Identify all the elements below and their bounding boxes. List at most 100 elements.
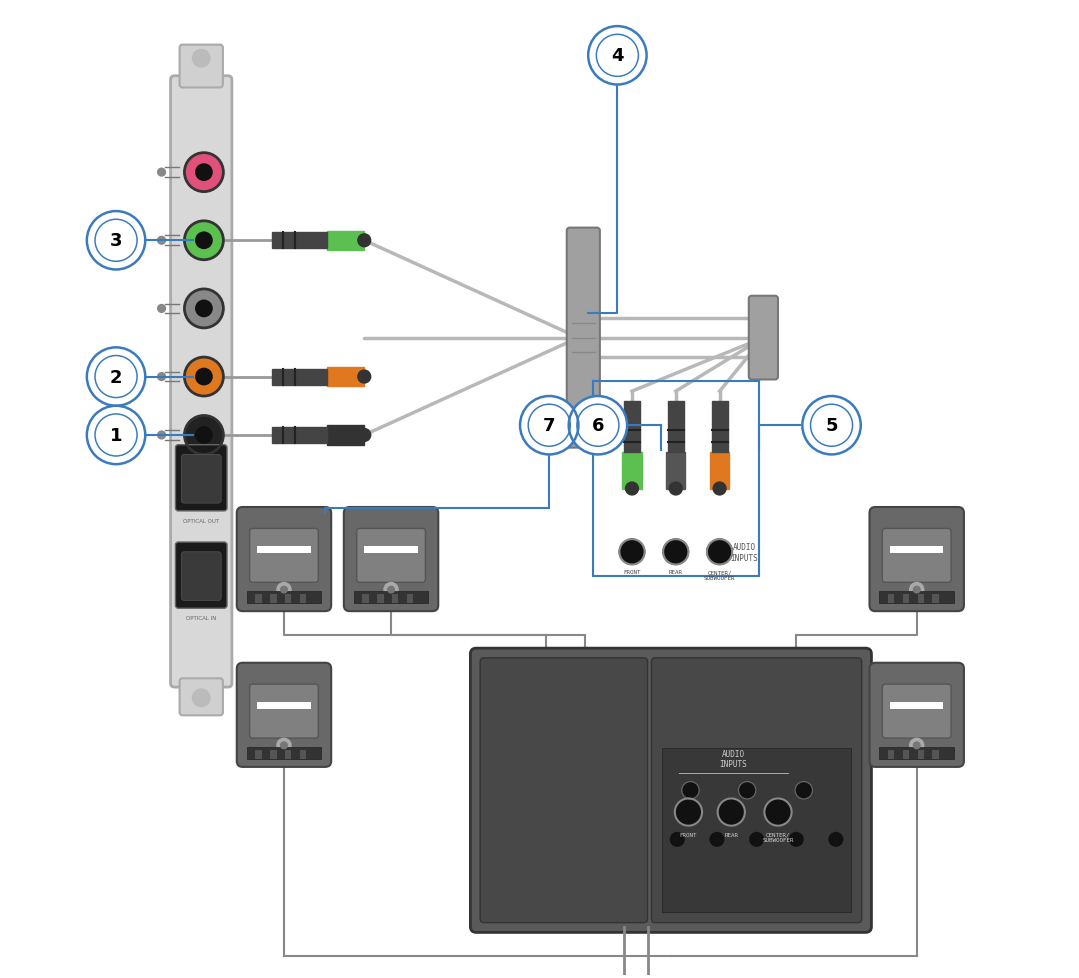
FancyBboxPatch shape xyxy=(749,296,778,380)
Bar xyxy=(272,427,327,444)
FancyBboxPatch shape xyxy=(181,553,221,600)
Bar xyxy=(623,452,642,489)
Text: 2: 2 xyxy=(110,368,122,386)
Bar xyxy=(270,595,276,603)
FancyBboxPatch shape xyxy=(870,508,964,611)
Text: CENTER/
SUBWOOFER: CENTER/ SUBWOOFER xyxy=(762,831,794,842)
FancyBboxPatch shape xyxy=(357,529,425,583)
FancyBboxPatch shape xyxy=(480,658,647,922)
Bar xyxy=(879,592,954,603)
FancyBboxPatch shape xyxy=(176,445,227,511)
Bar xyxy=(888,595,894,603)
FancyBboxPatch shape xyxy=(236,663,331,767)
Circle shape xyxy=(738,781,756,799)
FancyBboxPatch shape xyxy=(179,46,223,88)
Circle shape xyxy=(195,427,213,444)
Bar xyxy=(903,750,910,760)
Text: 5: 5 xyxy=(825,417,837,435)
Bar xyxy=(258,547,311,554)
Bar xyxy=(363,595,369,603)
Text: OPTICAL IN: OPTICAL IN xyxy=(186,615,217,620)
Circle shape xyxy=(358,429,371,442)
Circle shape xyxy=(384,583,398,597)
Bar xyxy=(247,592,322,603)
Circle shape xyxy=(914,742,920,749)
Bar xyxy=(327,368,365,386)
Text: REAR: REAR xyxy=(724,831,738,837)
Circle shape xyxy=(158,431,165,439)
Circle shape xyxy=(185,222,223,260)
Circle shape xyxy=(185,358,223,397)
Bar xyxy=(354,592,428,603)
Circle shape xyxy=(588,27,646,85)
Circle shape xyxy=(195,369,213,385)
Bar xyxy=(327,425,365,445)
Circle shape xyxy=(569,397,627,455)
Bar xyxy=(377,595,384,603)
Text: AUDIO
INPUTS: AUDIO INPUTS xyxy=(720,749,747,769)
Circle shape xyxy=(674,799,702,825)
FancyBboxPatch shape xyxy=(652,658,862,922)
Circle shape xyxy=(764,799,792,825)
FancyBboxPatch shape xyxy=(170,76,232,688)
Circle shape xyxy=(185,416,223,455)
Circle shape xyxy=(626,482,639,496)
Circle shape xyxy=(86,212,146,270)
FancyBboxPatch shape xyxy=(249,529,318,583)
Circle shape xyxy=(158,305,165,313)
Bar xyxy=(365,547,418,554)
Bar xyxy=(710,452,729,489)
Bar xyxy=(624,402,640,452)
Bar xyxy=(255,595,261,603)
Text: REAR: REAR xyxy=(669,570,683,575)
Bar xyxy=(247,747,322,760)
Bar xyxy=(890,702,943,709)
FancyBboxPatch shape xyxy=(181,455,221,504)
Circle shape xyxy=(358,371,371,383)
Text: CENTER/
SUBWOOFER: CENTER/ SUBWOOFER xyxy=(704,570,735,581)
FancyBboxPatch shape xyxy=(249,685,318,738)
Bar xyxy=(932,595,939,603)
Text: 1: 1 xyxy=(110,426,122,445)
Text: FRONT: FRONT xyxy=(680,831,697,837)
Circle shape xyxy=(713,482,726,496)
Bar xyxy=(272,233,327,249)
Circle shape xyxy=(707,540,733,565)
Bar xyxy=(407,595,413,603)
Circle shape xyxy=(195,233,213,249)
Bar xyxy=(917,750,924,760)
Circle shape xyxy=(750,832,763,846)
Circle shape xyxy=(670,832,684,846)
FancyBboxPatch shape xyxy=(870,663,964,767)
Bar xyxy=(711,402,727,452)
Circle shape xyxy=(86,406,146,465)
FancyBboxPatch shape xyxy=(883,529,951,583)
Bar xyxy=(272,369,327,385)
Circle shape xyxy=(682,781,699,799)
Text: 4: 4 xyxy=(611,47,624,66)
Bar xyxy=(932,750,939,760)
Bar xyxy=(285,595,291,603)
Bar xyxy=(890,547,943,554)
Bar xyxy=(300,750,306,760)
FancyBboxPatch shape xyxy=(883,685,951,738)
Text: 7: 7 xyxy=(543,417,556,435)
Bar xyxy=(300,595,306,603)
FancyBboxPatch shape xyxy=(566,229,600,448)
Circle shape xyxy=(795,781,812,799)
Circle shape xyxy=(619,540,644,565)
Bar xyxy=(668,402,684,452)
Bar xyxy=(255,750,261,760)
Circle shape xyxy=(914,587,920,594)
Circle shape xyxy=(192,689,210,707)
Circle shape xyxy=(185,289,223,329)
Text: AUDIO
INPUTS: AUDIO INPUTS xyxy=(730,543,757,562)
Circle shape xyxy=(158,169,165,177)
Bar xyxy=(392,595,398,603)
Circle shape xyxy=(829,832,843,846)
Circle shape xyxy=(281,742,287,749)
FancyBboxPatch shape xyxy=(176,543,227,608)
Bar xyxy=(593,382,759,576)
FancyBboxPatch shape xyxy=(179,679,223,716)
Circle shape xyxy=(358,235,371,247)
